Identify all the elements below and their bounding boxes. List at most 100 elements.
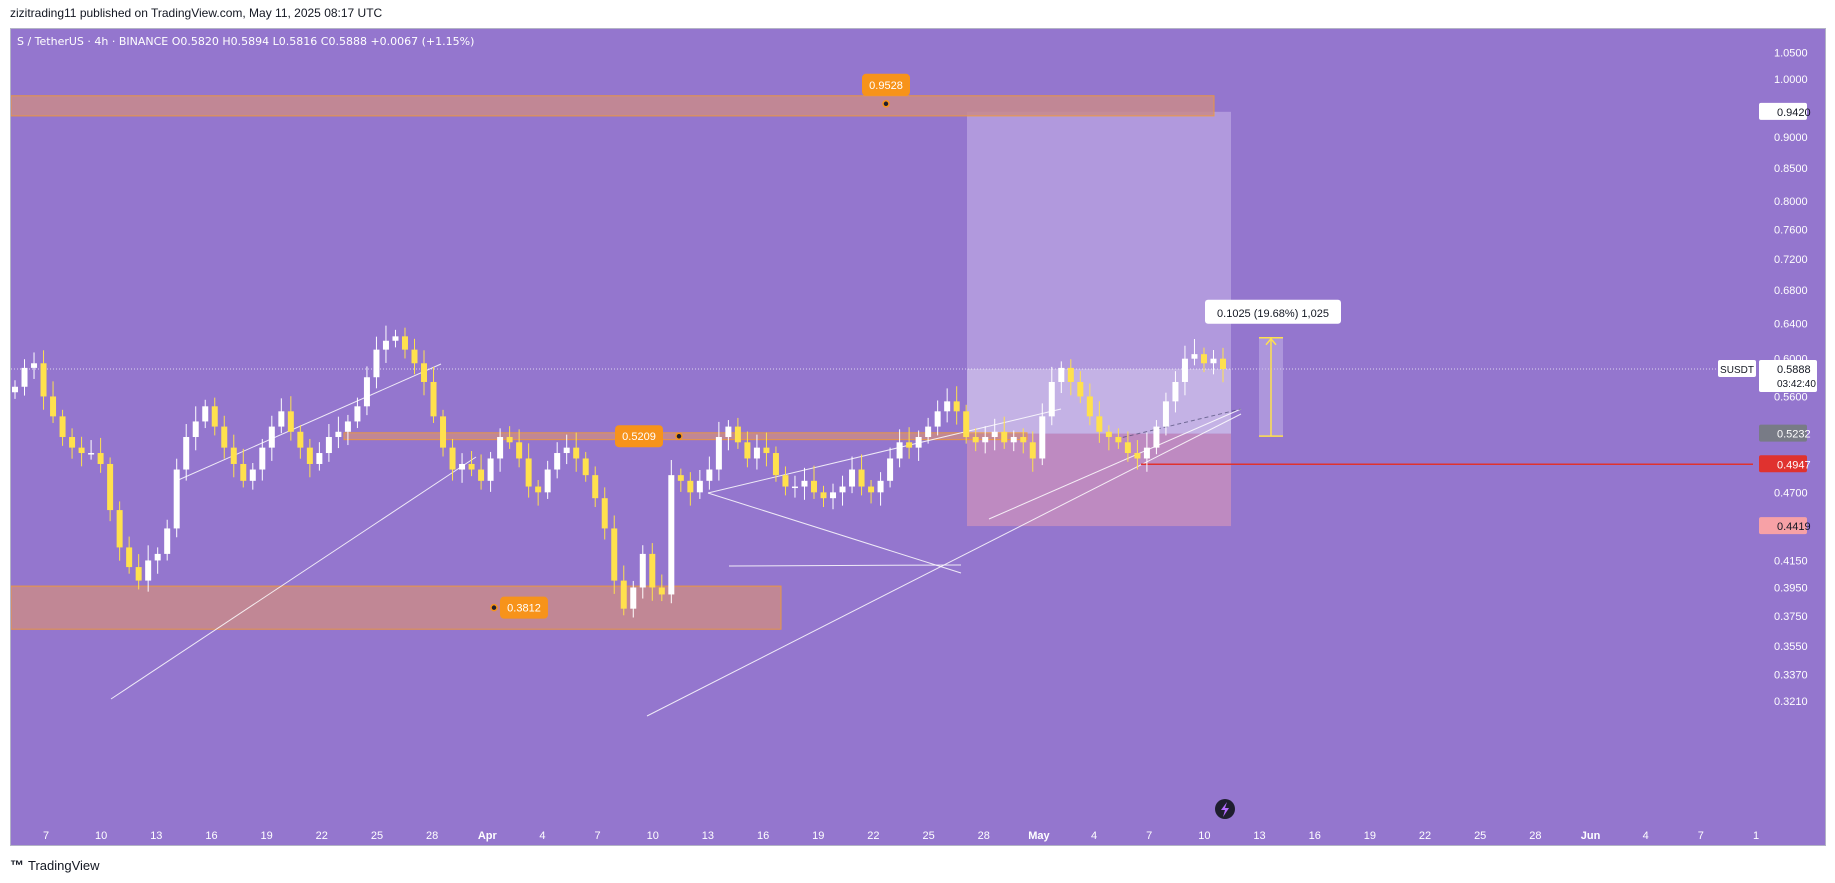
time-tick: 28 (978, 830, 990, 842)
candle-body (649, 553, 656, 588)
price-axis-badge (1759, 102, 1807, 120)
zone-anchor-dot (490, 603, 498, 612)
candle-body (459, 463, 466, 470)
candle-body (592, 475, 599, 499)
candle-body (734, 426, 741, 443)
candle-body (497, 437, 504, 459)
price-tick: 0.3750 (1774, 611, 1808, 623)
candle-body (915, 437, 922, 448)
trendline (707, 408, 1062, 494)
candle-body (154, 553, 161, 561)
zone-anchor-dot (675, 432, 683, 440)
candle-body (1105, 431, 1112, 438)
zone-price-label (615, 425, 663, 448)
candle-body (78, 447, 85, 454)
measure-label (1205, 299, 1341, 324)
candle-body (868, 486, 875, 493)
time-tick: 10 (1198, 830, 1210, 842)
candle-body (59, 416, 66, 438)
candle-body (753, 447, 760, 459)
candle-body (1020, 437, 1027, 443)
zone-0.9528 (11, 95, 1215, 117)
candle-body (411, 349, 418, 364)
candle-body (1124, 442, 1131, 454)
candle-body (611, 528, 618, 581)
candle-body (221, 426, 228, 448)
price-tick: 0.3370 (1774, 669, 1808, 681)
zone-anchor-dot (882, 100, 890, 108)
candle-body (1115, 437, 1122, 443)
time-tick: 25 (922, 830, 934, 842)
candle-body (1220, 358, 1226, 370)
time-tick: 22 (867, 830, 879, 842)
candle-body (440, 416, 447, 448)
candles (12, 325, 1226, 618)
candle-body (1067, 367, 1074, 382)
price-tick: 0.8000 (1774, 196, 1808, 208)
zone-price-label (862, 73, 910, 96)
price-axis-badge (1759, 517, 1807, 535)
price-chart[interactable]: 0.9528 0.5209 0.3812 0.1025 (19.68%) 1,025 1… (11, 29, 1826, 846)
candle-body (88, 453, 95, 455)
price-axis-badge (1759, 424, 1807, 442)
candle-body (630, 587, 637, 609)
time-tick: 25 (371, 830, 383, 842)
chart-panel[interactable]: 0.9528 0.5209 0.3812 0.1025 (19.68%) 1,025 1… (10, 28, 1826, 846)
candle-body (896, 442, 903, 459)
measure-label-text: 0.1025 (19.68%) 1,025 (1217, 308, 1329, 320)
zone-price-label-text: 0.3812 (507, 603, 541, 615)
candle-body (363, 377, 370, 407)
candle-body (944, 401, 951, 412)
price-axis-badge-text: 0.4947 (1777, 459, 1811, 471)
candle-body (972, 437, 979, 443)
current-price-value: 0.5888 (1777, 364, 1811, 376)
price-tick: 0.9000 (1774, 132, 1808, 144)
candle-body (183, 437, 190, 470)
ticker-badge (1718, 360, 1756, 378)
candle-body (839, 486, 846, 493)
candle-body (506, 437, 513, 443)
candle-body (706, 469, 713, 481)
candle-body (421, 363, 428, 382)
candle-body (202, 406, 209, 422)
time-tick: 28 (426, 830, 438, 842)
candle-body (278, 411, 285, 427)
candle-body (344, 421, 351, 432)
candle-body (858, 469, 865, 487)
current-price-badge (1759, 360, 1817, 393)
time-tick: 10 (647, 830, 659, 842)
brand-name: TradingView (28, 857, 100, 873)
zone-price-label-text: 0.9528 (869, 80, 903, 92)
candle-body (582, 458, 589, 476)
time-tick: 13 (150, 830, 162, 842)
candle-body (240, 463, 247, 481)
time-tick: Jun (1581, 830, 1601, 842)
price-tick: 0.3550 (1774, 641, 1808, 653)
time-tick: 7 (1146, 830, 1152, 842)
price-axis-badge-text: 0.4419 (1777, 521, 1811, 533)
ticker-badge-text: SUSDT (1720, 365, 1754, 376)
zone-price-label (500, 596, 548, 619)
price-axis-badge (1759, 455, 1807, 473)
time-tick: 22 (316, 830, 328, 842)
candle-body (373, 349, 380, 378)
candle-body (249, 469, 256, 481)
candle-body (820, 492, 827, 499)
candle-body (354, 406, 361, 422)
candle-body (325, 437, 332, 454)
candle-body (306, 447, 313, 464)
candle-body (953, 401, 960, 412)
time-tick: 4 (1091, 830, 1097, 842)
candle-body (658, 587, 665, 595)
tradingview-logo-icon: ™ (10, 857, 24, 873)
trendline (707, 492, 962, 574)
candle-body (192, 421, 199, 438)
candle-body (259, 447, 266, 470)
zone-0.3812 (11, 585, 782, 630)
candle-body (12, 386, 18, 393)
time-tick: 7 (1698, 830, 1704, 842)
candle-body (516, 442, 523, 459)
measure-arrow-icon (1265, 337, 1277, 346)
candle-body (1143, 447, 1150, 459)
time-tick: 19 (812, 830, 824, 842)
